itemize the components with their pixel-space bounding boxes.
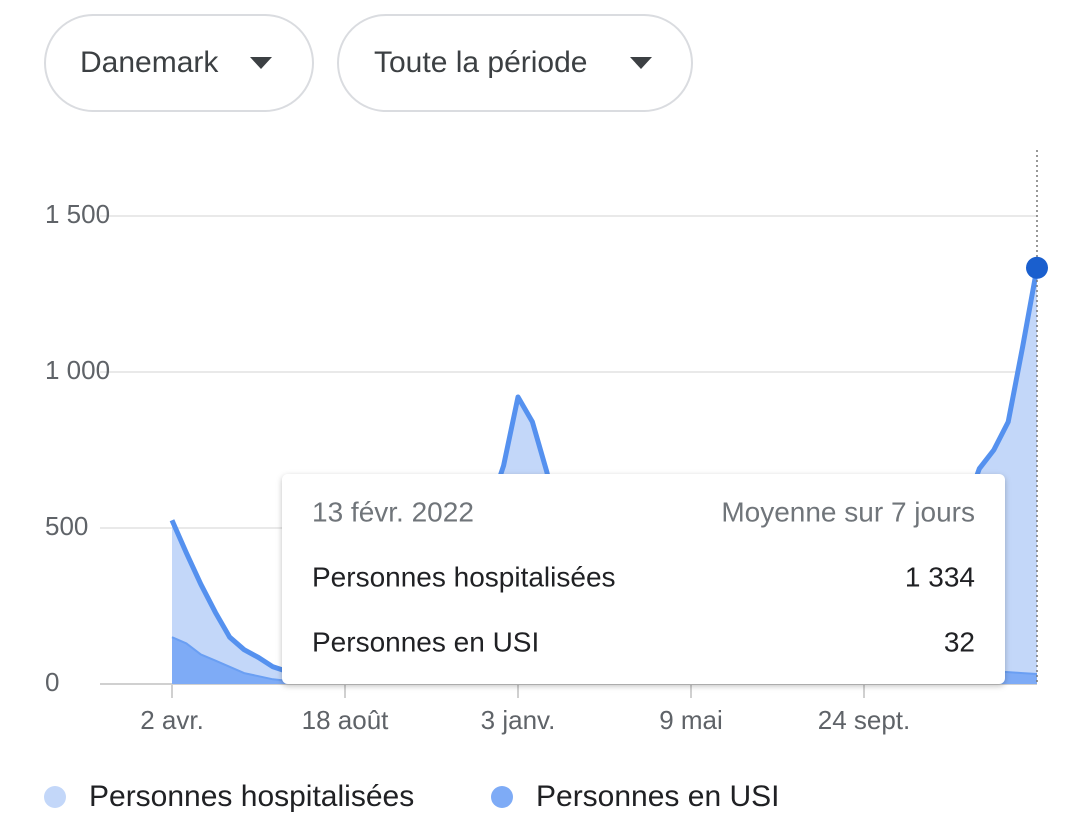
tooltip-date: 13 févr. 2022 [312,496,474,527]
tooltip: 13 févr. 2022 Moyenne sur 7 jours Personne… [282,474,1005,684]
tooltip-value: 1 334 [905,561,975,592]
y-tick-label: 1 000 [45,355,110,385]
legend-swatch [491,786,513,808]
dropdown-box[interactable] [337,14,693,112]
dropdown-box[interactable] [44,14,314,112]
x-tick-label: 2 avr. [140,705,204,735]
tooltip-series-name: Personnes en USI [312,626,539,657]
x-tick-label: 24 sept. [818,705,911,735]
dropdown-label[interactable]: Toute la période [374,46,588,79]
tooltip-value: 32 [944,626,975,657]
legend-swatch [44,786,66,808]
tooltip-note: Moyenne sur 7 jours [721,496,975,527]
legend-label: Personnes hospitalisées [89,780,414,813]
x-tick-label: 9 mai [659,705,723,735]
x-tick-label: 3 janv. [481,705,556,735]
tooltip-series-name: Personnes hospitalisées [312,561,616,592]
dropdown-label[interactable]: Danemark [80,46,219,79]
y-tick-label: 500 [45,511,88,541]
y-tick-label: 0 [45,667,59,697]
hover-dot [1026,256,1048,279]
dropdown-arrow[interactable] [250,57,272,69]
x-tick-label: 18 août [302,705,390,735]
country-filter[interactable]: Danemark [44,14,314,112]
y-tick-label: 1 500 [45,199,110,229]
period-filter[interactable]: Toute la période [337,14,693,112]
legend-label: Personnes en USI [536,780,779,813]
dropdown-arrow[interactable] [630,57,652,69]
tooltip-box [282,474,1005,684]
